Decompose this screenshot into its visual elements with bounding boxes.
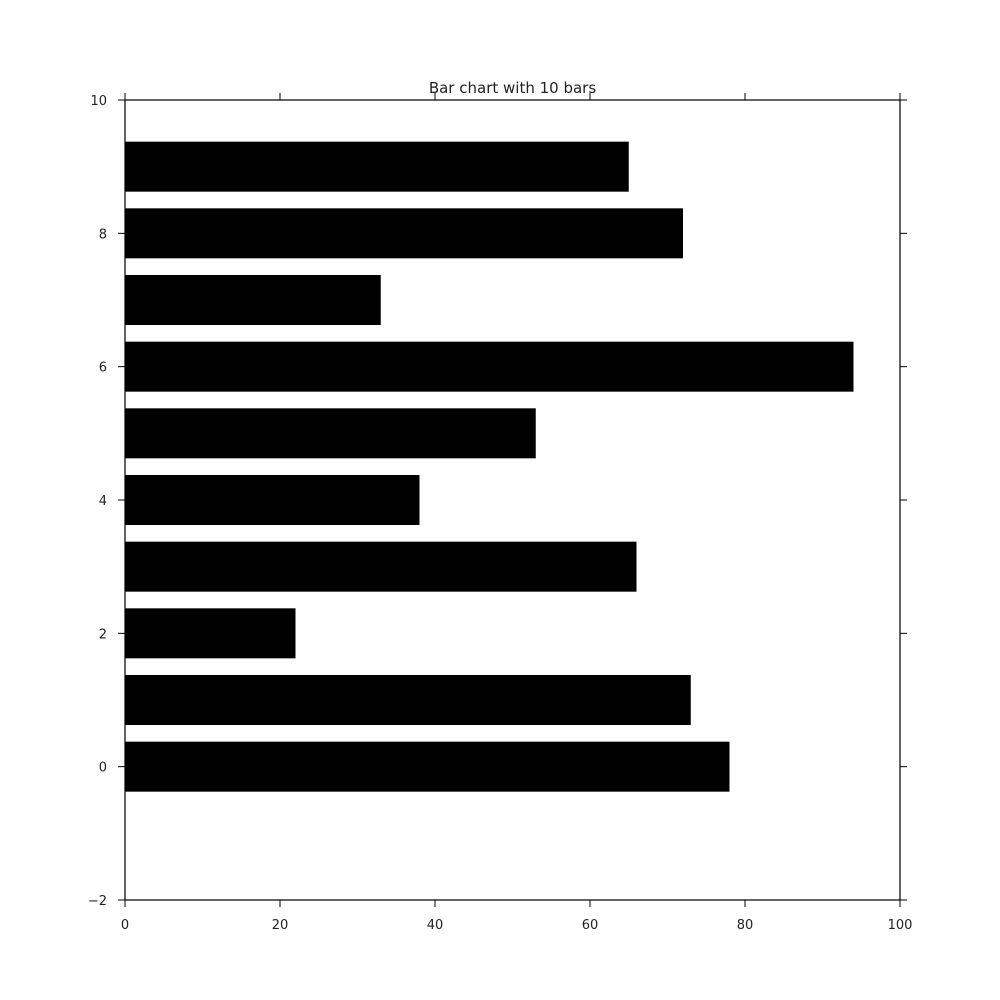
bar-2 — [125, 608, 296, 659]
y-tick-label: −2 — [88, 894, 107, 909]
bar-5 — [125, 408, 536, 459]
x-tick-label: 20 — [272, 918, 289, 933]
bar-7 — [125, 275, 381, 325]
y-tick-label: 10 — [90, 94, 107, 109]
x-tick-label: 0 — [121, 918, 129, 933]
bar-0 — [125, 741, 730, 792]
x-tick-label: 40 — [427, 918, 444, 933]
x-tick-label: 80 — [737, 918, 754, 933]
y-tick-label: 0 — [99, 761, 107, 776]
y-tick-label: 8 — [99, 227, 107, 242]
y-tick-label: 6 — [99, 361, 107, 376]
chart-title: Bar chart with 10 bars — [429, 79, 597, 97]
bar-1 — [125, 675, 691, 725]
bar-4 — [125, 475, 420, 525]
x-tick-label: 100 — [888, 918, 913, 933]
bar-8 — [125, 208, 683, 259]
plot-frame — [124, 99, 901, 901]
bars-layer — [125, 141, 854, 792]
ticks-layer: 0 20 40 60 80 100 −2 0 2 4 6 8 10 — [88, 93, 913, 933]
bar-9 — [125, 141, 629, 192]
x-tick-label: 60 — [582, 918, 599, 933]
bar-3 — [125, 541, 637, 592]
y-tick-label: 4 — [99, 494, 107, 509]
bar-6 — [125, 341, 854, 392]
y-tick-label: 2 — [99, 627, 107, 642]
